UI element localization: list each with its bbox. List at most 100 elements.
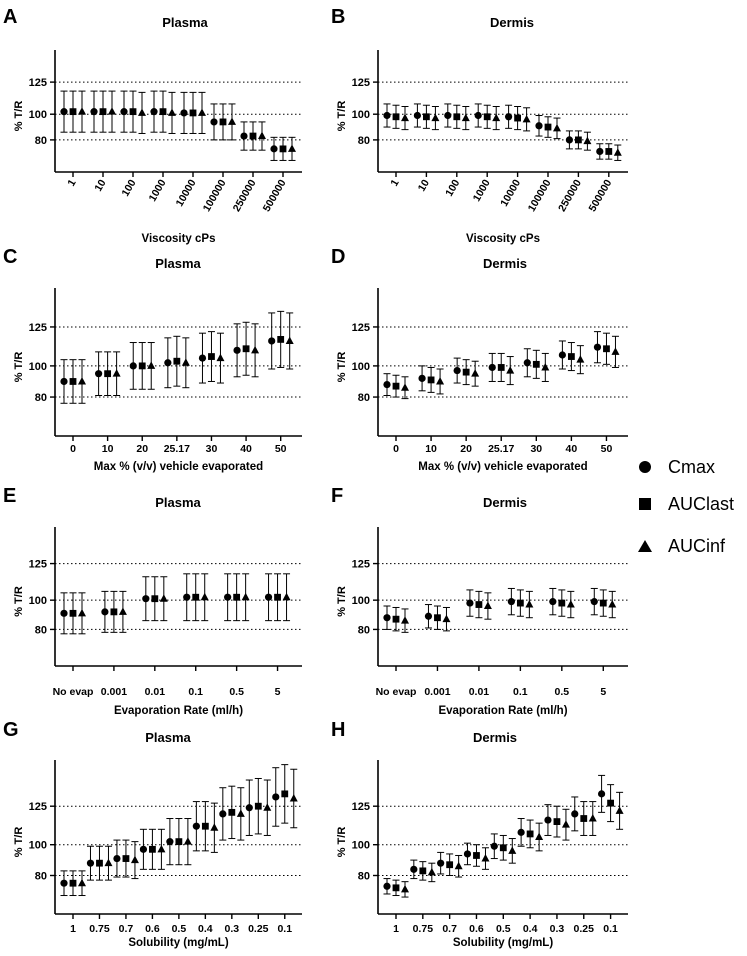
x-tick-label: 1: [70, 923, 76, 935]
point-auclast: [462, 368, 470, 376]
y-axis-label: % T/R: [13, 586, 25, 617]
x-axis-label: Viscosity cPs: [466, 233, 540, 245]
legend-item-auclast: AUClast: [636, 492, 734, 516]
circle-marker-icon: [636, 461, 654, 473]
panel-letter: D: [331, 246, 345, 268]
point-cmax: [95, 370, 103, 378]
y-axis-label: % T/R: [336, 101, 348, 132]
x-tick-label: 0.1: [513, 686, 528, 698]
y-tick-label: 100: [29, 595, 47, 607]
point-auclast: [526, 830, 534, 838]
x-tick-label: 0.75: [89, 923, 110, 935]
point-cmax: [535, 122, 543, 130]
point-aucinf: [431, 113, 440, 122]
panel-title: Plasma: [145, 730, 191, 745]
point-auclast: [151, 595, 159, 603]
panel-letter: G: [3, 719, 19, 741]
point-aucinf: [401, 884, 409, 893]
point-aucinf: [561, 820, 570, 828]
panel-a: A Plasma 80 100 125 % T/R 1 10 100 1000 10000 10000…: [3, 6, 302, 245]
point-aucinf: [236, 809, 245, 817]
x-tick-label: 0.001: [424, 686, 450, 698]
point-auclast: [201, 822, 209, 830]
point-aucinf: [181, 358, 190, 366]
point-cmax: [597, 790, 606, 798]
point-aucinf: [401, 113, 409, 122]
y-tick-label: 100: [352, 109, 370, 121]
x-tick-label: 25.17: [488, 443, 514, 455]
triangle-marker-icon: [636, 540, 654, 552]
point-auclast: [281, 790, 289, 798]
point-auclast: [473, 852, 480, 859]
point-auclast: [427, 376, 435, 384]
panel-title: Dermis: [483, 256, 527, 271]
point-auclast: [607, 799, 614, 807]
point-auclast: [419, 867, 427, 875]
point-cmax: [245, 804, 253, 812]
point-aucinf: [483, 601, 492, 610]
panel-e: E Plasma 80 100 125 % T/R No evap 0.001 0.01 0.1 0…: [3, 485, 302, 717]
x-tick-label: 0.25: [574, 923, 595, 935]
point-auclast: [558, 599, 566, 607]
point-aucinf: [285, 336, 294, 344]
point-cmax: [166, 838, 174, 846]
legend-label-cmax: Cmax: [668, 456, 716, 477]
point-cmax: [424, 612, 433, 620]
point-cmax: [240, 132, 248, 140]
point-cmax: [272, 793, 280, 801]
point-aucinf: [168, 108, 176, 116]
point-cmax: [219, 810, 227, 818]
point-aucinf: [78, 376, 86, 385]
point-auclast: [149, 845, 156, 853]
point-auclast: [277, 336, 285, 343]
point-cmax: [60, 108, 68, 116]
point-auclast: [110, 608, 118, 616]
point-cmax: [474, 111, 482, 120]
x-tick-label: 250000: [231, 177, 259, 213]
x-tick-label: 0.6: [469, 923, 484, 935]
point-cmax: [264, 593, 273, 601]
point-cmax: [113, 854, 121, 863]
y-tick-label: 100: [352, 840, 370, 852]
y-tick-label: 80: [35, 624, 47, 636]
point-cmax: [150, 108, 158, 116]
point-aucinf: [118, 607, 127, 615]
x-tick-label: 10: [416, 177, 432, 193]
point-aucinf: [541, 362, 550, 371]
point-auclast: [446, 861, 454, 869]
panel-b: B Dermis 80 100 125 % T/R 1 10 100 1000 10000 10000…: [331, 6, 628, 245]
point-cmax: [224, 593, 232, 601]
panel-c: C Plasma 80 100 125 % T/R 0 10 20 25.17 30 40 50 Max …: [3, 246, 302, 473]
point-aucinf: [508, 846, 517, 854]
point-aucinf: [471, 369, 480, 377]
point-cmax: [544, 816, 552, 824]
point-auclast: [175, 838, 183, 846]
point-cmax: [593, 343, 602, 351]
y-axis-label: % T/R: [13, 352, 25, 383]
point-cmax: [183, 593, 191, 601]
x-tick-label: No evap: [53, 686, 94, 698]
point-cmax: [453, 366, 461, 375]
x-tick-label: 0.75: [413, 923, 434, 935]
x-tick-label: 10: [102, 443, 114, 455]
y-tick-label: 80: [35, 392, 47, 404]
point-cmax: [129, 362, 137, 370]
x-tick-label: 40: [240, 443, 252, 455]
x-tick-label: 0.1: [603, 923, 618, 935]
panel-letter: F: [331, 485, 343, 507]
point-cmax: [410, 865, 418, 873]
point-cmax: [120, 108, 128, 116]
x-tick-label: 250000: [556, 177, 584, 213]
point-cmax: [268, 337, 276, 345]
legend-label-aucinf: AUCinf: [668, 535, 726, 556]
y-tick-label: 125: [29, 322, 47, 334]
panel-title: Plasma: [155, 495, 201, 510]
y-tick-label: 125: [29, 77, 47, 89]
point-aucinf: [535, 832, 544, 840]
x-axis-label: Viscosity cPs: [142, 233, 216, 245]
y-axis-label: % T/R: [336, 827, 348, 858]
x-tick-label: 1000: [147, 177, 169, 203]
point-auclast: [129, 108, 137, 116]
point-auclast: [233, 593, 241, 601]
x-tick-label: 30: [530, 443, 542, 455]
